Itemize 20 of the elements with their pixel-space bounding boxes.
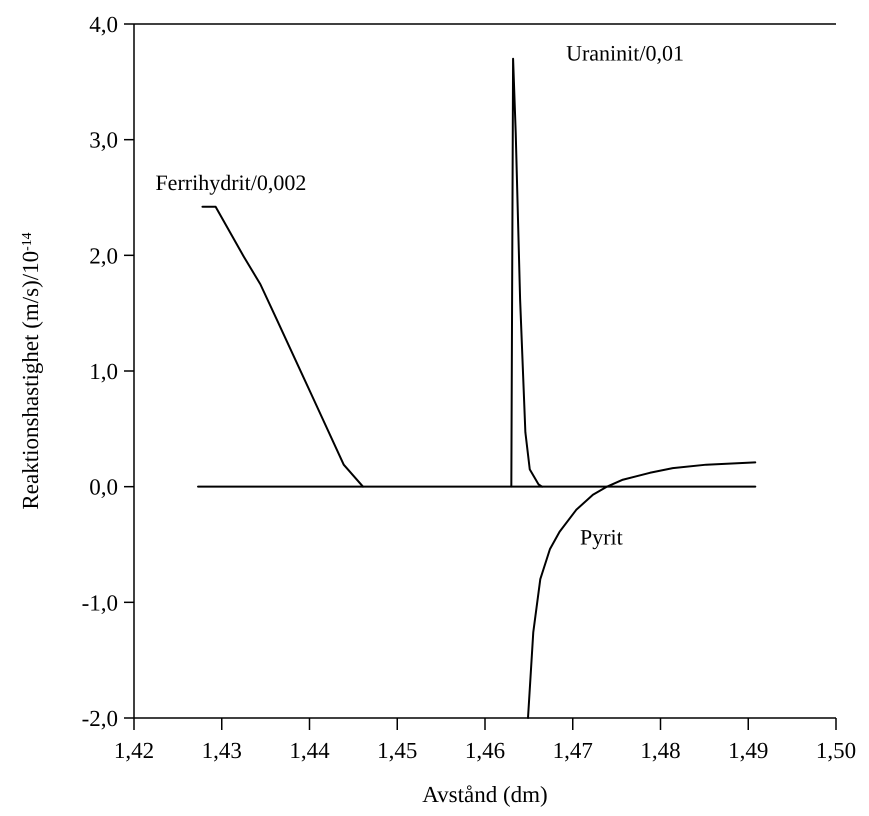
y-tick-label: 4,0 bbox=[89, 12, 118, 38]
x-tick-label: 1,42 bbox=[114, 738, 154, 763]
x-tick-label: 1,49 bbox=[728, 738, 768, 763]
y-tick-label: -2,0 bbox=[82, 706, 118, 732]
x-axis-title: Avstånd (dm) bbox=[422, 782, 548, 807]
y-tick-label: 0,0 bbox=[89, 474, 118, 500]
x-tick-label: 1,45 bbox=[377, 738, 418, 763]
x-tick-label: 1,48 bbox=[640, 738, 681, 763]
x-tick-label: 1,50 bbox=[816, 738, 856, 763]
y-tick-label: 2,0 bbox=[89, 243, 118, 268]
x-tick-label: 1,44 bbox=[289, 738, 330, 763]
series-label: Ferrihydrit/0,002 bbox=[155, 170, 306, 195]
x-tick-label: 1,47 bbox=[552, 738, 593, 763]
x-tick-label: 1,43 bbox=[202, 738, 242, 763]
y-tick-label: 3,0 bbox=[89, 128, 118, 153]
y-tick-label: 1,0 bbox=[89, 359, 118, 384]
text: Uraninit/0,01 bbox=[566, 40, 684, 66]
x-tick-label: 1,46 bbox=[464, 738, 506, 763]
y-tick-label: -1,0 bbox=[82, 590, 118, 616]
series-label: Pyrit bbox=[580, 524, 623, 550]
